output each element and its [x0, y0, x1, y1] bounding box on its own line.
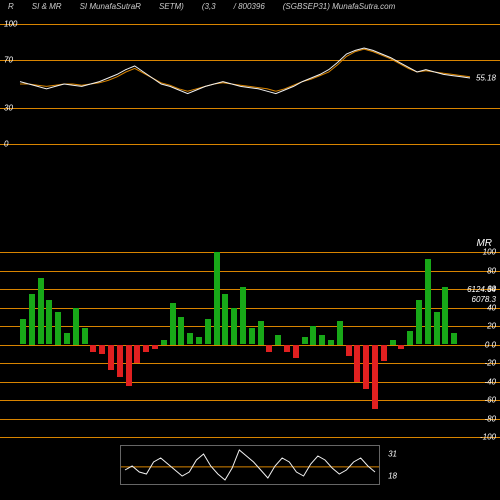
mr-axis-label: 80: [487, 266, 496, 275]
mr-bar: [178, 317, 184, 345]
hdr-3: SI MunafaSutraR: [80, 2, 141, 12]
mr-axis-label: 0 0: [485, 340, 496, 349]
mr-bar: [73, 308, 79, 345]
mr-bar: [38, 278, 44, 345]
mr-bar: [319, 335, 325, 344]
header-bar: R SI & MR SI MunafaSutraR SETM) (3,3 / 8…: [0, 0, 500, 14]
mr-gridline: [0, 345, 500, 346]
mr-low-label: 6078.3: [472, 295, 496, 304]
mr-axis-label: 20: [487, 322, 496, 331]
mr-bar: [170, 303, 176, 345]
mini-svg: [121, 446, 379, 484]
mr-bar: [398, 345, 404, 350]
mr-bar: [29, 294, 35, 345]
mr-bar: [337, 321, 343, 344]
mr-gridline: [0, 400, 500, 401]
mr-bar: [231, 308, 237, 345]
mr-axis-label: -20: [484, 359, 496, 368]
mr-bar: [442, 287, 448, 344]
mr-gridline: [0, 252, 500, 253]
mr-bar: [381, 345, 387, 362]
mr-bar: [108, 345, 114, 371]
mr-bar: [249, 328, 255, 345]
mr-bar: [205, 319, 211, 345]
mr-bar: [390, 340, 396, 345]
mr-bar: [293, 345, 299, 359]
mr-axis-label: -80: [484, 414, 496, 423]
mr-chart-panel: MR -100-80-60-40-200 0204060801006124.34…: [0, 252, 500, 437]
mr-axis-label: -100: [480, 433, 496, 442]
mr-bar: [407, 331, 413, 345]
hdr-2: SI & MR: [32, 2, 62, 12]
mr-bar: [416, 300, 422, 344]
mini-chart-panel: 3118: [120, 445, 380, 485]
mr-bar: [152, 345, 158, 350]
mr-axis-label: -40: [484, 377, 496, 386]
mr-axis-label: -60: [484, 396, 496, 405]
mr-bar: [222, 294, 228, 345]
mr-bar: [196, 337, 202, 344]
mr-bar: [20, 319, 26, 345]
mr-bar: [64, 333, 70, 344]
mr-bar: [143, 345, 149, 352]
mr-bar: [284, 345, 290, 352]
mr-bar: [117, 345, 123, 377]
mr-gridline: [0, 363, 500, 364]
mr-bar: [258, 321, 264, 344]
si-gridline: [0, 144, 500, 145]
mr-bar: [328, 340, 334, 345]
mr-bar: [90, 345, 96, 352]
si-line-svg: [0, 24, 500, 144]
mr-gridline: [0, 419, 500, 420]
mr-bar: [451, 333, 457, 344]
mr-bar: [310, 326, 316, 345]
si-last-value: 55.18: [476, 73, 496, 82]
mr-bar: [46, 300, 52, 344]
hdr-5: (3,3: [202, 2, 216, 12]
mr-bar: [187, 333, 193, 344]
mr-bar: [346, 345, 352, 356]
mr-axis-label: 100: [483, 248, 496, 257]
mini-top-label: 31: [388, 450, 397, 459]
mr-bar: [55, 312, 61, 344]
mr-bar: [434, 312, 440, 344]
mr-bar: [126, 345, 132, 387]
mr-bar: [161, 340, 167, 345]
mr-bar: [240, 287, 246, 344]
mr-bar: [82, 328, 88, 345]
mini-bottom-label: 18: [388, 472, 397, 481]
mr-bar: [354, 345, 360, 382]
mr-bar: [134, 345, 140, 364]
mr-bar: [266, 345, 272, 352]
mr-bar: [425, 259, 431, 344]
mr-bar: [302, 337, 308, 344]
mr-gridline: [0, 382, 500, 383]
si-chart-panel: 0307010055.18: [0, 24, 500, 144]
mr-gridline: [0, 437, 500, 438]
mr-bar: [275, 335, 281, 344]
hdr-1: R: [8, 2, 14, 12]
hdr-4: SETM): [159, 2, 184, 12]
mr-bar: [214, 252, 220, 345]
mr-high-label: 6124.34: [467, 285, 496, 294]
mr-axis-label: 40: [487, 303, 496, 312]
mr-bar: [99, 345, 105, 354]
mr-bar: [363, 345, 369, 389]
mr-bar: [372, 345, 378, 410]
hdr-6: / 800396: [234, 2, 265, 12]
hdr-7: (SGBSEP31) MunafaSutra.com: [283, 2, 396, 12]
